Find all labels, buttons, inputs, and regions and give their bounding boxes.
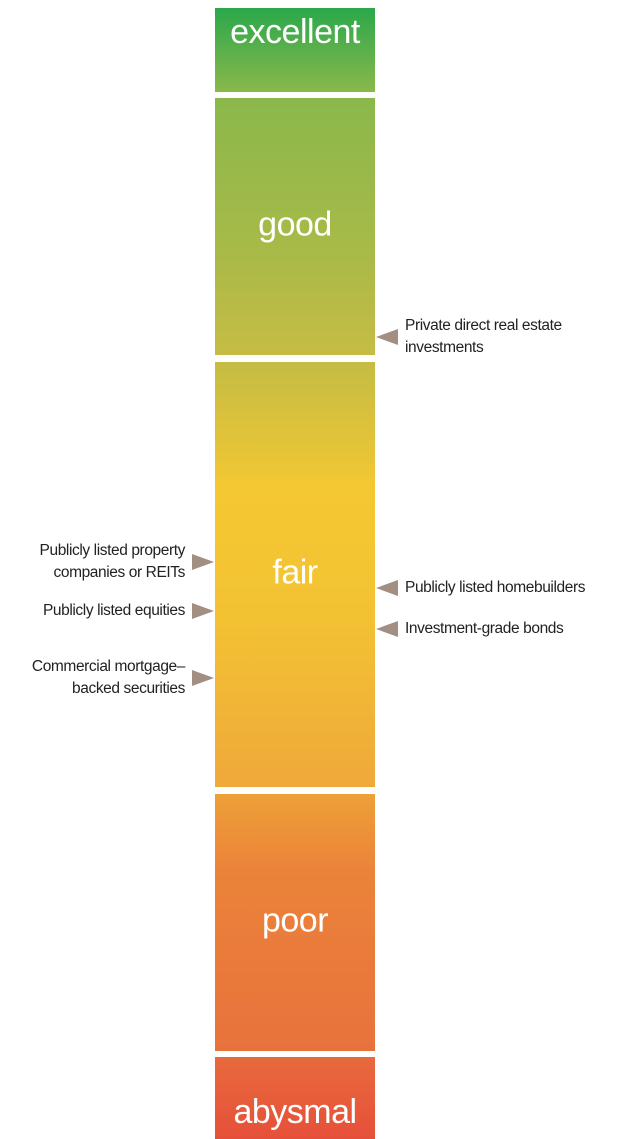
annotation-text: investments xyxy=(405,339,484,356)
segment-label: abysmal xyxy=(233,1093,356,1131)
annotation-text: Investment-grade bonds xyxy=(405,620,564,637)
scale-segment xyxy=(215,98,375,355)
pointer-arrow xyxy=(376,621,398,637)
scale-segment xyxy=(215,794,375,1051)
segment-label: good xyxy=(258,205,332,243)
scale-segment xyxy=(215,8,375,92)
scale-segment xyxy=(215,362,375,787)
annotation-text: Publicly listed equities xyxy=(43,602,186,619)
pointer-arrow xyxy=(376,580,398,596)
annotation-text: Commercial mortgage– xyxy=(32,658,186,675)
annotation-text: backed securities xyxy=(72,680,186,697)
scale-segment xyxy=(215,1057,375,1139)
segment-label: excellent xyxy=(230,13,361,51)
annotation-text: Private direct real estate xyxy=(405,317,562,334)
segment-label: fair xyxy=(272,553,317,591)
pointer-arrow xyxy=(376,329,398,345)
annotation-text: Publicly listed property xyxy=(40,542,186,559)
annotation-text: Publicly listed homebuilders xyxy=(405,579,586,596)
segment-label: poor xyxy=(262,901,328,939)
annotation-text: companies or REITs xyxy=(54,564,186,581)
pointer-arrow xyxy=(192,603,214,619)
pointer-arrow xyxy=(192,554,214,570)
pointer-arrow xyxy=(192,670,214,686)
